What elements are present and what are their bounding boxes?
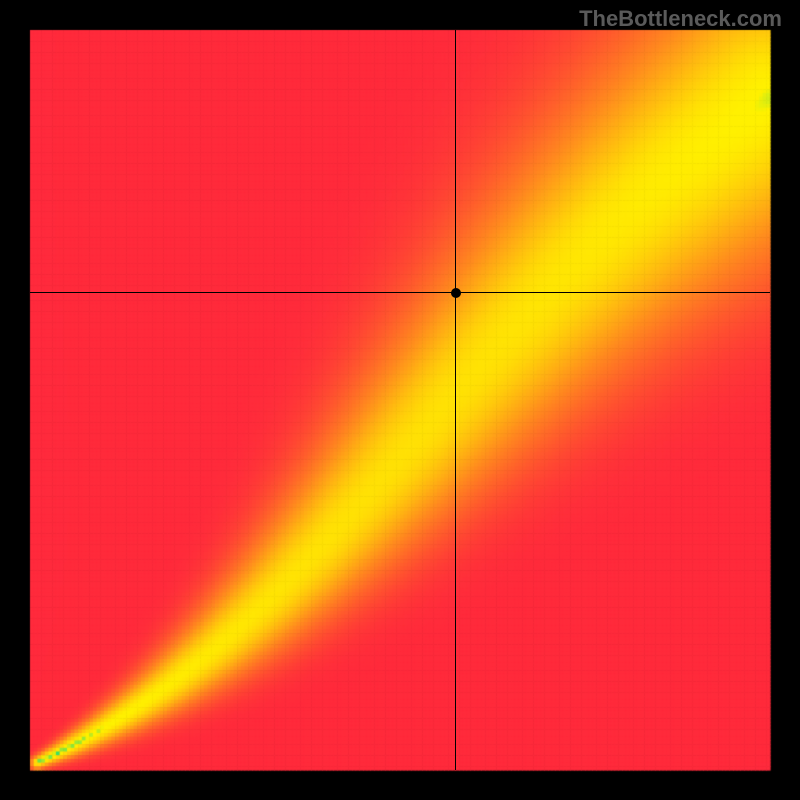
heatmap-canvas (0, 0, 800, 800)
watermark-text: TheBottleneck.com (579, 6, 782, 32)
